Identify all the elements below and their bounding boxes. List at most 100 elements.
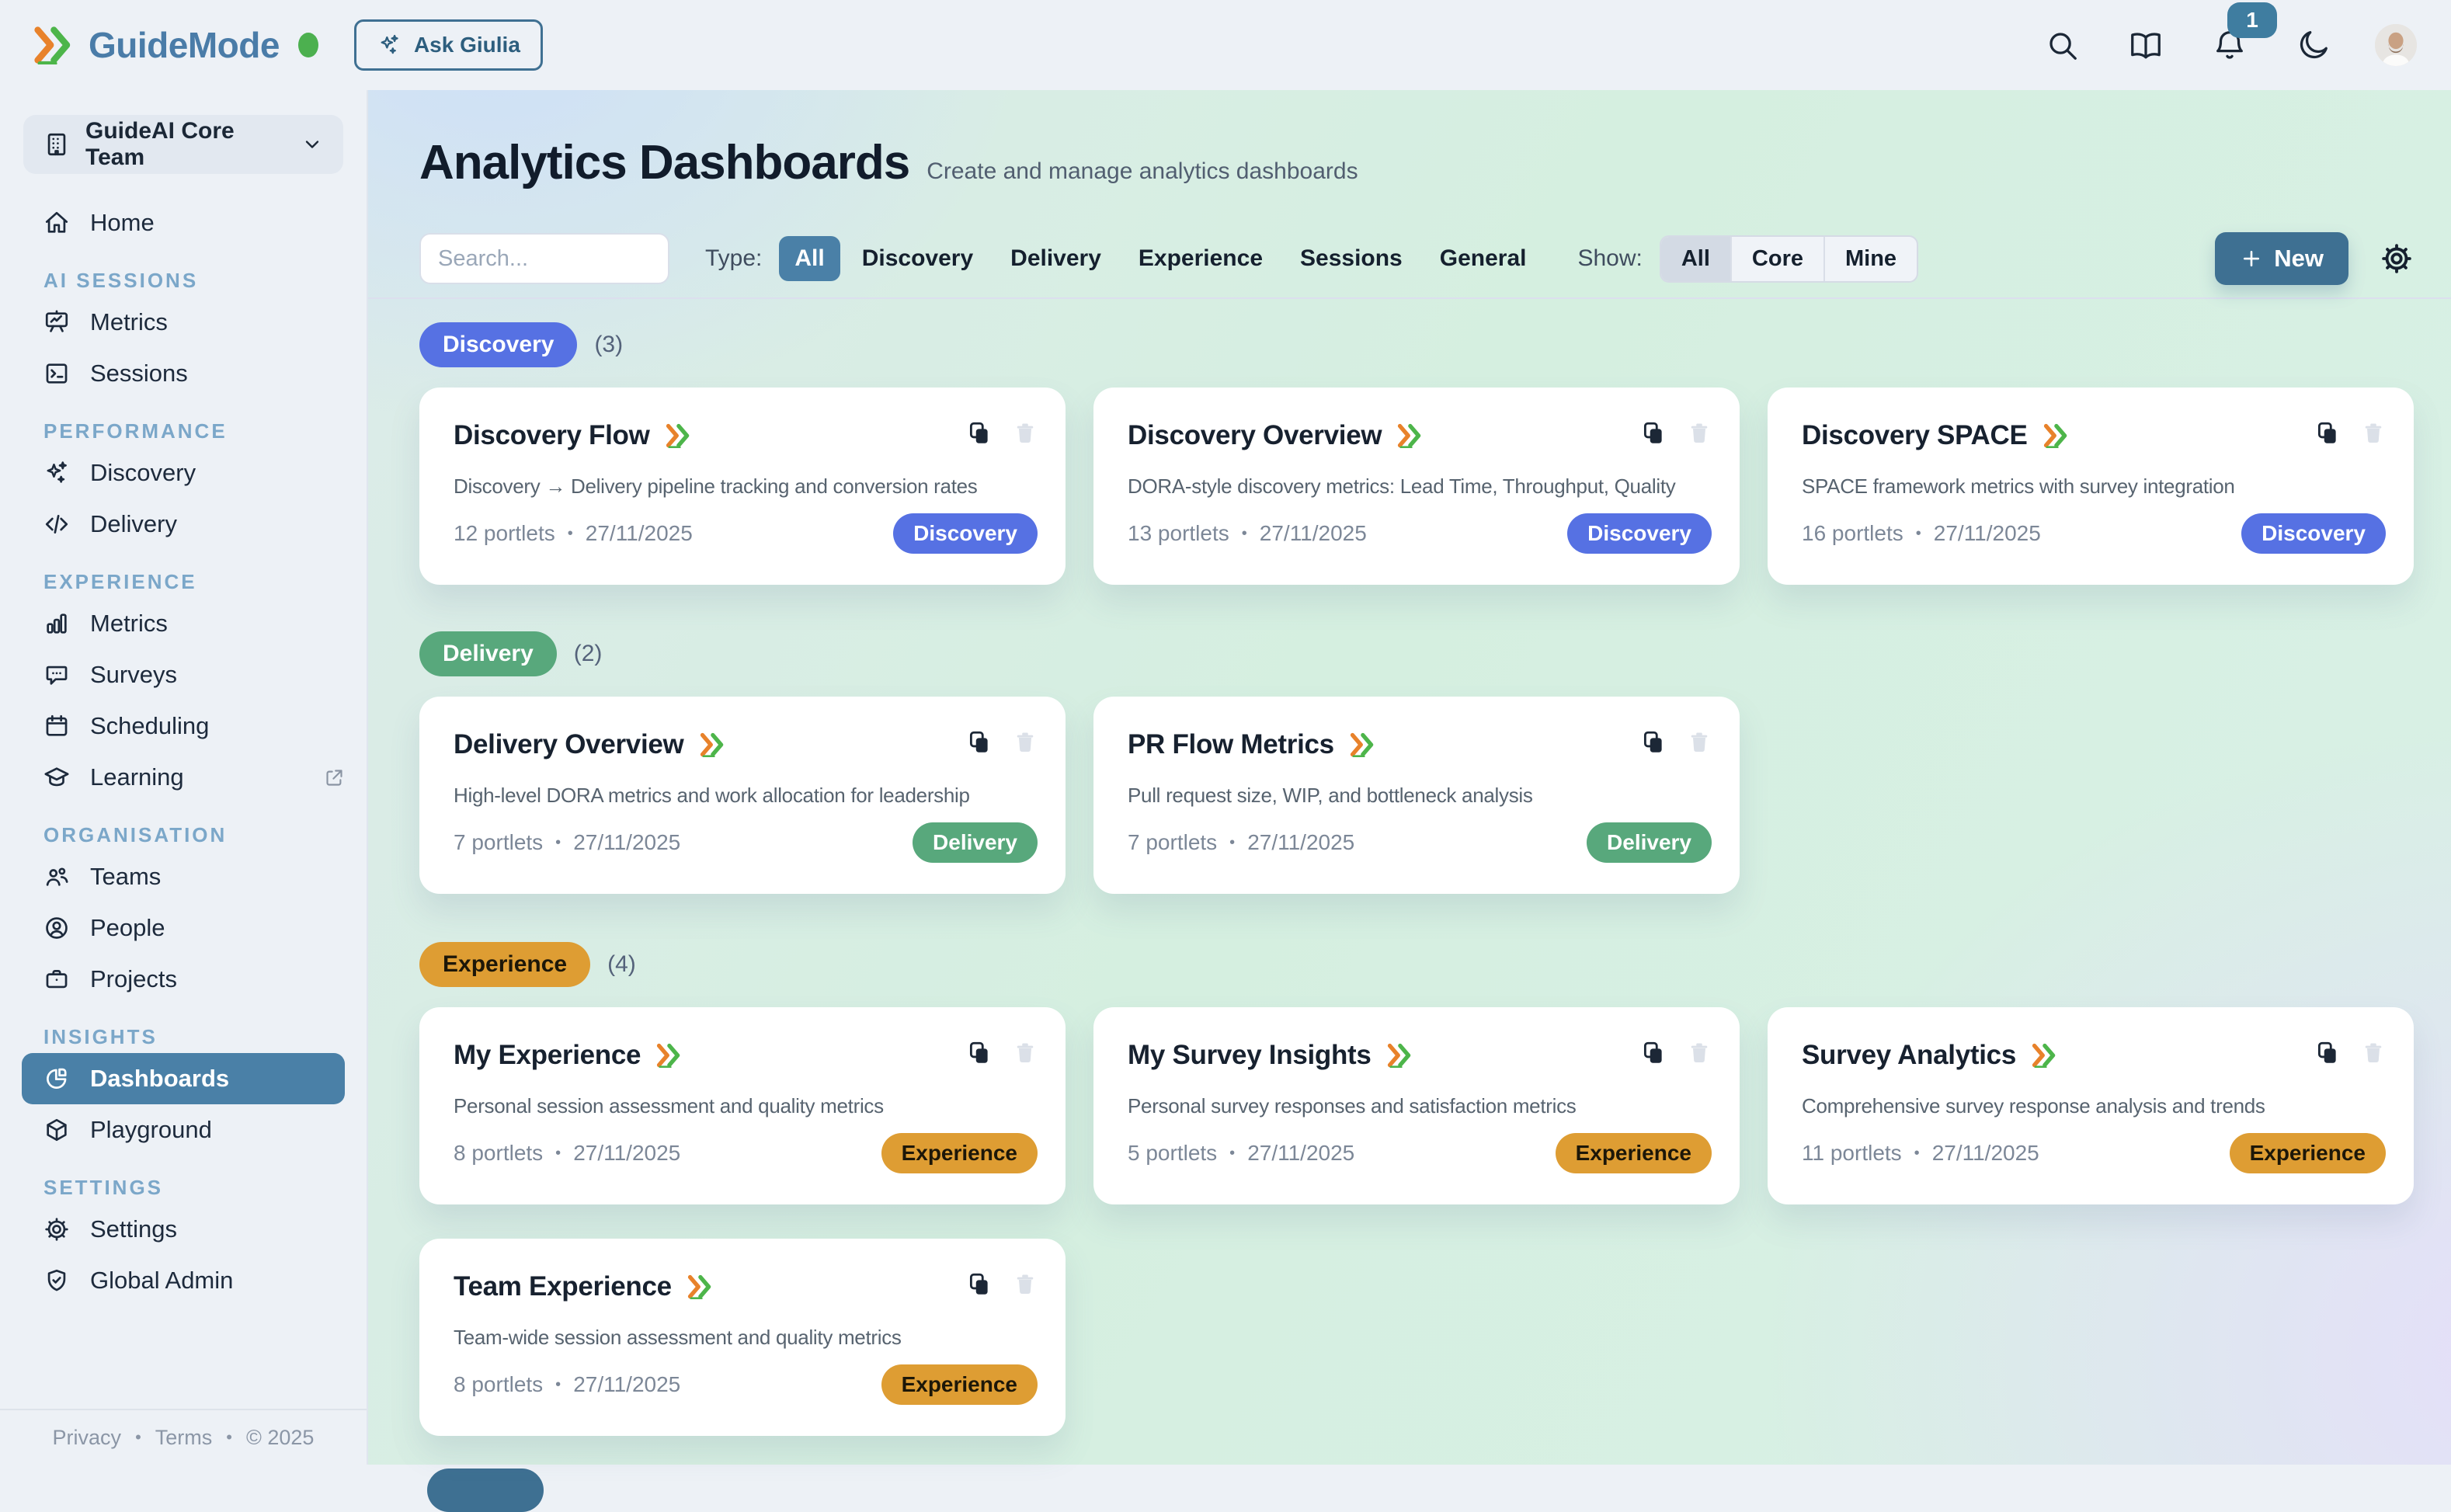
- sidebar-item-global-admin[interactable]: Global Admin: [0, 1255, 367, 1306]
- sidebar-item-playground[interactable]: Playground: [0, 1104, 367, 1156]
- duplicate-button[interactable]: [1640, 1040, 1667, 1066]
- ask-giulia-button[interactable]: Ask Giulia: [353, 19, 543, 71]
- duplicate-button[interactable]: [966, 420, 993, 447]
- card-grid: Discovery Flow Discovery → Delivery pipe…: [419, 388, 2414, 585]
- dashboard-card-discovery-overview[interactable]: Discovery Overview DORA-style discovery …: [1093, 388, 1740, 585]
- copy-icon: [2314, 1040, 2341, 1066]
- header-actions: 1: [2039, 2, 2417, 68]
- type-chip-delivery[interactable]: Delivery: [995, 236, 1117, 281]
- external-link-icon: [326, 769, 342, 786]
- guidemode-chevrons-icon: [664, 423, 692, 448]
- delete-button[interactable]: [1013, 421, 1038, 446]
- section-header: Discovery (3): [419, 322, 2414, 367]
- trash-icon: [1687, 730, 1712, 755]
- sidebar-item-settings[interactable]: Settings: [0, 1204, 367, 1255]
- search-button[interactable]: [2039, 23, 2084, 68]
- brand[interactable]: GuideMode: [31, 24, 318, 66]
- sidebar-item-dashboards[interactable]: Dashboards: [22, 1053, 345, 1104]
- dashboard-card-delivery-overview[interactable]: Delivery Overview High-level DORA metric…: [419, 697, 1066, 894]
- dashboard-settings-button[interactable]: [2380, 242, 2414, 276]
- page-title: Analytics Dashboards: [419, 136, 910, 189]
- building-icon: [47, 133, 66, 156]
- app-header: GuideMode Ask Giulia 1: [0, 0, 2451, 90]
- theme-toggle-button[interactable]: [2291, 23, 2336, 68]
- type-chip-sessions[interactable]: Sessions: [1285, 236, 1418, 281]
- team-selector[interactable]: GuideAI Core Team: [23, 115, 343, 174]
- delete-button[interactable]: [1013, 1272, 1038, 1297]
- toolbar-divider: [368, 297, 2451, 299]
- card-meta: 8 portlets • 27/11/2025: [454, 1141, 681, 1165]
- dashboard-card-discovery-flow[interactable]: Discovery Flow Discovery → Delivery pipe…: [419, 388, 1066, 585]
- dashboard-card-team-experience[interactable]: Team Experience Team-wide session assess…: [419, 1239, 1066, 1436]
- card-meta: 11 portlets • 27/11/2025: [1802, 1141, 2039, 1165]
- show-segment-mine[interactable]: Mine: [1825, 237, 1917, 281]
- guidemode-chevrons-icon: [1396, 423, 1424, 448]
- dashboard-card-pr-flow-metrics[interactable]: PR Flow Metrics Pull request size, WIP, …: [1093, 697, 1740, 894]
- nav-section-experience: EXPERIENCE: [43, 569, 197, 593]
- delete-button[interactable]: [2361, 421, 2386, 446]
- type-chip-all[interactable]: All: [779, 236, 840, 281]
- notifications-button[interactable]: 1: [2207, 2, 2277, 68]
- moon-icon: [2300, 31, 2328, 59]
- trash-icon: [2361, 1041, 2386, 1065]
- guidemode-chevrons-icon: [698, 732, 726, 757]
- guidemode-chevrons-icon: [2042, 423, 2070, 448]
- delete-button[interactable]: [1013, 730, 1038, 755]
- sparkles-icon: [47, 461, 67, 483]
- copy-icon: [1640, 1040, 1667, 1066]
- nav-section-insights: INSIGHTS: [43, 1024, 158, 1048]
- dashboard-card-discovery-space[interactable]: Discovery SPACE SPACE framework metrics …: [1768, 388, 2414, 585]
- sidebar-item-scheduling[interactable]: Scheduling: [0, 700, 367, 752]
- avatar[interactable]: [2375, 24, 2417, 66]
- guidemode-chevrons-icon: [686, 1274, 714, 1299]
- section-badge-discovery: Discovery: [419, 322, 578, 367]
- sidebar-item-sessions[interactable]: Sessions: [0, 348, 367, 399]
- delete-button[interactable]: [1687, 730, 1712, 755]
- section-header: Experience (4): [419, 942, 2414, 987]
- section-count: (2): [573, 641, 603, 666]
- type-chip-experience[interactable]: Experience: [1123, 236, 1278, 281]
- duplicate-button[interactable]: [1640, 729, 1667, 756]
- duplicate-button[interactable]: [966, 1040, 993, 1066]
- sidebar-item-home[interactable]: Home: [0, 197, 367, 249]
- duplicate-button[interactable]: [1640, 420, 1667, 447]
- delete-button[interactable]: [1013, 1041, 1038, 1065]
- delete-button[interactable]: [2361, 1041, 2386, 1065]
- show-segment-all[interactable]: All: [1660, 236, 1732, 281]
- delete-button[interactable]: [1687, 421, 1712, 446]
- type-chip-general[interactable]: General: [1424, 236, 1542, 281]
- show-segment-core[interactable]: Core: [1732, 236, 1825, 281]
- card-meta: 5 portlets • 27/11/2025: [1128, 1141, 1355, 1165]
- dashboard-card-my-experience[interactable]: My Experience Personal session assessmen…: [419, 1007, 1066, 1204]
- search-icon: [2049, 33, 2077, 60]
- sidebar-item-delivery[interactable]: Delivery: [0, 499, 367, 550]
- copy-icon: [966, 1040, 993, 1066]
- type-chip-discovery[interactable]: Discovery: [847, 236, 989, 281]
- trash-icon: [1013, 730, 1038, 755]
- sidebar-item-exp-metrics[interactable]: Metrics: [0, 598, 367, 649]
- duplicate-button[interactable]: [966, 729, 993, 756]
- sidebar-item-learning[interactable]: Learning: [0, 752, 367, 803]
- search-input[interactable]: [419, 233, 669, 284]
- shield-check-icon: [47, 1269, 66, 1291]
- nav-section-performance: PERFORMANCE: [43, 419, 228, 443]
- card-description: Pull request size, WIP, and bottleneck a…: [1128, 784, 1533, 807]
- sidebar-item-ai-metrics[interactable]: Metrics: [0, 297, 367, 348]
- sidebar-item-discovery[interactable]: Discovery: [0, 447, 367, 499]
- terms-link[interactable]: Terms: [155, 1425, 213, 1449]
- delete-button[interactable]: [1687, 1041, 1712, 1065]
- privacy-link[interactable]: Privacy: [52, 1425, 122, 1449]
- dashboard-card-survey-analytics[interactable]: Survey Analytics Comprehensive survey re…: [1768, 1007, 2414, 1204]
- duplicate-button[interactable]: [2314, 1040, 2341, 1066]
- duplicate-button[interactable]: [2314, 420, 2341, 447]
- new-dashboard-button[interactable]: New: [2215, 232, 2348, 285]
- sidebar-item-people[interactable]: People: [0, 902, 367, 954]
- duplicate-button[interactable]: [966, 1271, 993, 1298]
- sidebar-item-surveys[interactable]: Surveys: [0, 649, 367, 700]
- docs-button[interactable]: [2123, 23, 2168, 68]
- sidebar-item-projects[interactable]: Projects: [0, 954, 367, 1005]
- trash-icon: [1013, 421, 1038, 446]
- sidebar-item-teams[interactable]: Teams: [0, 851, 367, 902]
- briefcase-icon: [46, 970, 68, 989]
- dashboard-card-my-survey-insights[interactable]: My Survey Insights Personal survey respo…: [1093, 1007, 1740, 1204]
